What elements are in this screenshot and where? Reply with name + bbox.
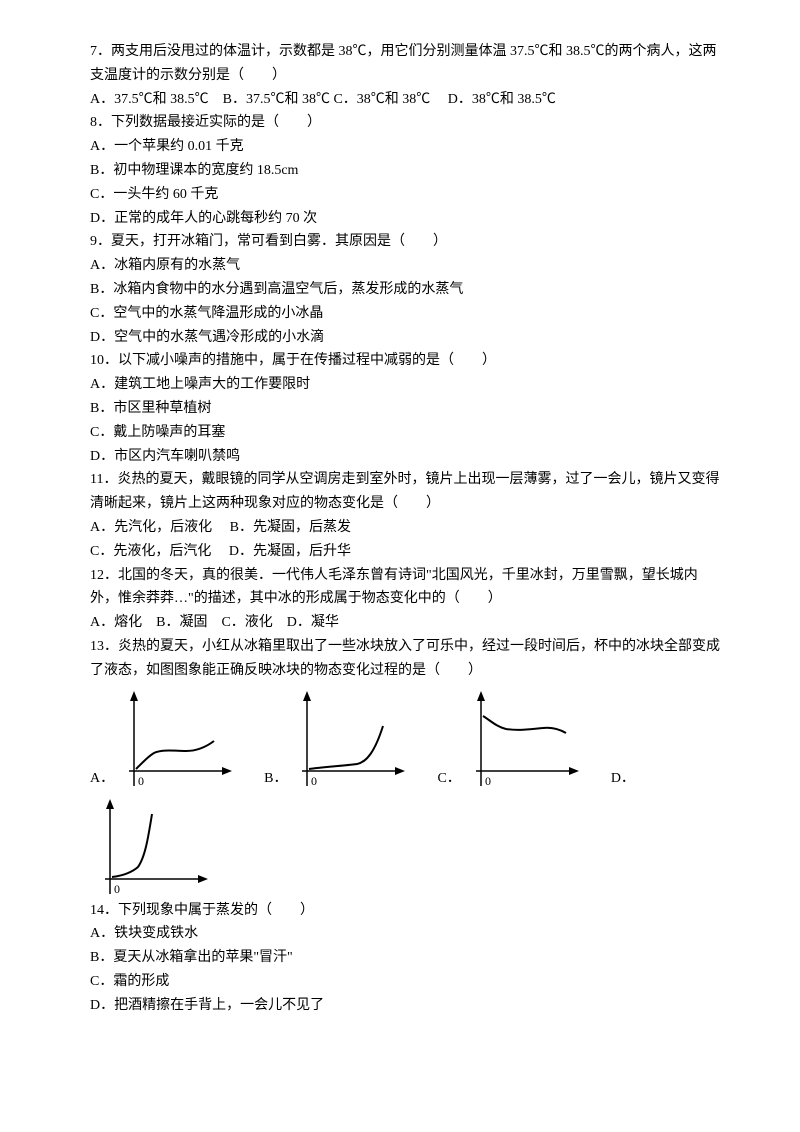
q13-option-c: C． 0: [437, 691, 580, 791]
question-7-options: A．37.5℃和 38.5℃ B．37.5℃和 38℃ C．38℃和 38℃ D…: [90, 88, 720, 112]
svg-text:0: 0: [138, 774, 144, 788]
q10-opt-c: C．戴上防噪声的耳塞: [90, 421, 720, 445]
q13-option-b: B． 0: [264, 691, 407, 791]
question-10: 10．以下减小噪声的措施中，属于在传播过程中减弱的是（ ）: [90, 349, 720, 373]
q13-graph-row-1: A． 0 B． 0 C． 0 D．: [90, 691, 720, 791]
q13-label-d: D．: [611, 767, 635, 791]
q13-label-a: A．: [90, 767, 114, 791]
q13-label-b: B．: [264, 767, 287, 791]
q10-opt-d: D．市区内汽车喇叭禁鸣: [90, 445, 720, 469]
q14-opt-c: C．霜的形成: [90, 970, 720, 994]
q11-opts-2: C．先液化，后汽化 D．先凝固，后升华: [90, 540, 720, 564]
q13-chart-c: 0: [461, 691, 581, 791]
q9-opt-c: C．空气中的水蒸气降温形成的小冰晶: [90, 302, 720, 326]
q13-chart-b: 0: [287, 691, 407, 791]
q13-option-a: A． 0: [90, 691, 234, 791]
question-8: 8．下列数据最接近实际的是（ ）: [90, 111, 720, 135]
q11-opts-1: A．先汽化，后液化 B．先凝固，后蒸发: [90, 516, 720, 540]
q13-chart-d: 0: [90, 799, 210, 899]
q14-opt-b: B．夏天从冰箱拿出的苹果"冒汗": [90, 946, 720, 970]
q9-opt-b: B．冰箱内食物中的水分遇到高温空气后，蒸发形成的水蒸气: [90, 278, 720, 302]
q13-label-c: C．: [437, 767, 460, 791]
q9-opt-a: A．冰箱内原有的水蒸气: [90, 254, 720, 278]
q10-opt-a: A．建筑工地上噪声大的工作要限时: [90, 373, 720, 397]
question-14: 14．下列现象中属于蒸发的（ ）: [90, 899, 720, 923]
svg-text:0: 0: [114, 882, 120, 896]
q9-opt-d: D．空气中的水蒸气遇冷形成的小水滴: [90, 326, 720, 350]
q14-opt-a: A．铁块变成铁水: [90, 922, 720, 946]
q8-opt-b: B．初中物理课本的宽度约 18.5cm: [90, 159, 720, 183]
q14-opt-d: D．把酒精擦在手背上，一会儿不见了: [90, 994, 720, 1018]
q8-opt-a: A．一个苹果约 0.01 千克: [90, 135, 720, 159]
question-12: 12．北国的冬天，真的很美．一代伟人毛泽东曾有诗词"北国风光，千里冰封，万里雪飘…: [90, 564, 720, 612]
question-9: 9．夏天，打开冰箱门，常可看到白雾．其原因是（ ）: [90, 230, 720, 254]
question-7: 7．两支用后没甩过的体温计，示数都是 38℃，用它们分别测量体温 37.5℃和 …: [90, 40, 720, 88]
question-13: 13．炎热的夏天，小红从冰箱里取出了一些冰块放入了可乐中，经过一段时间后，杯中的…: [90, 635, 720, 683]
q13-chart-a: 0: [114, 691, 234, 791]
q8-opt-d: D．正常的成年人的心跳每秒约 70 次: [90, 207, 720, 231]
q13-graph-row-2: 0: [90, 799, 720, 899]
q8-opt-c: C．一头牛约 60 千克: [90, 183, 720, 207]
question-11: 11．炎热的夏天，戴眼镜的同学从空调房走到室外时，镜片上出现一层薄雾，过了一会儿…: [90, 468, 720, 516]
document-page: 7．两支用后没甩过的体温计，示数都是 38℃，用它们分别测量体温 37.5℃和 …: [0, 0, 800, 1132]
q13-option-d: D．: [611, 765, 635, 791]
q12-opts: A．熔化 B．凝固 C．液化 D．凝华: [90, 611, 720, 635]
q10-opt-b: B．市区里种草植树: [90, 397, 720, 421]
svg-text:0: 0: [485, 774, 491, 788]
svg-text:0: 0: [311, 774, 317, 788]
